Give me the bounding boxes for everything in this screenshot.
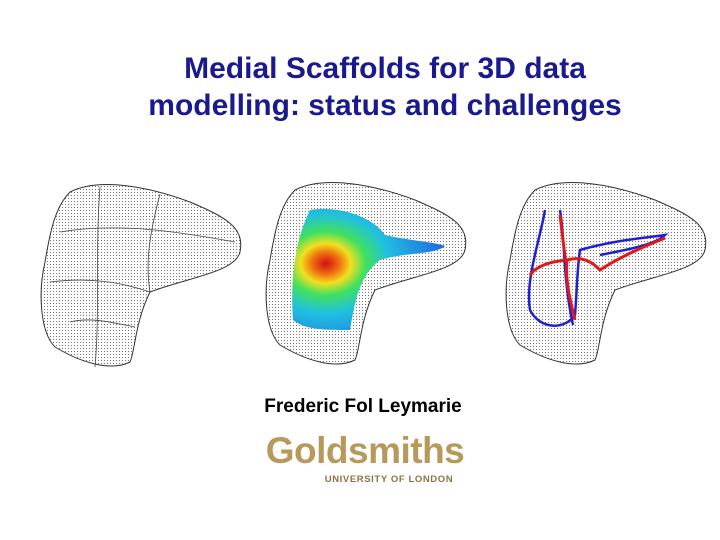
- title-line: Medial Scaffolds for 3D data: [184, 52, 586, 85]
- mesh-model: [40, 184, 242, 368]
- mesh-model: [505, 182, 707, 365]
- title-line: modelling: status and challenges: [148, 89, 621, 122]
- mesh-model: [265, 182, 467, 365]
- logo-name: Goldsmiths: [266, 430, 465, 471]
- logo-subtitle: UNIVERSITY OF LONDON: [325, 474, 453, 485]
- author: Frederic Fol Leymarie: [264, 396, 461, 417]
